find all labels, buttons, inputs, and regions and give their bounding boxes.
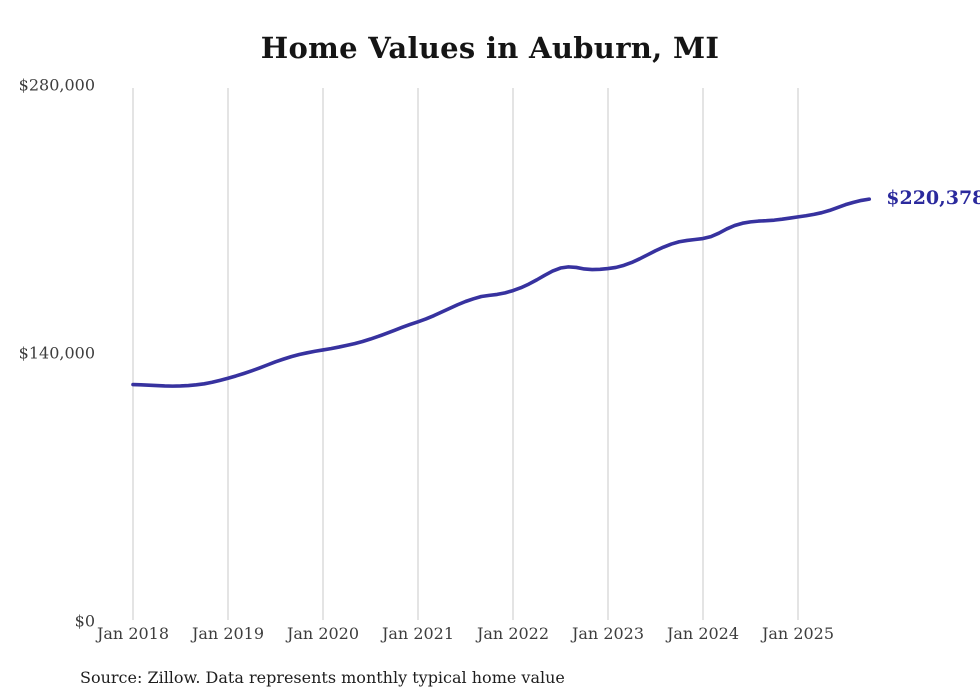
latest-value-label: $220,378 [886, 187, 980, 209]
chart-title: Home Values in Auburn, MI [260, 31, 720, 65]
x-tick-label: Jan 2021 [380, 624, 454, 643]
x-tick-label: Jan 2018 [95, 624, 169, 643]
y-tick-label: $0 [75, 612, 95, 631]
x-tick-label: Jan 2019 [190, 624, 264, 643]
y-tick-label: $280,000 [19, 76, 95, 95]
x-tick-label: Jan 2022 [475, 624, 549, 643]
x-tick-label: Jan 2023 [570, 624, 644, 643]
source-note: Source: Zillow. Data represents monthly … [80, 668, 565, 687]
x-tick-label: Jan 2024 [665, 624, 739, 643]
x-tick-label: Jan 2025 [760, 624, 834, 643]
x-tick-label: Jan 2020 [285, 624, 359, 643]
y-tick-label: $140,000 [19, 344, 95, 363]
home-value-line [131, 197, 872, 388]
